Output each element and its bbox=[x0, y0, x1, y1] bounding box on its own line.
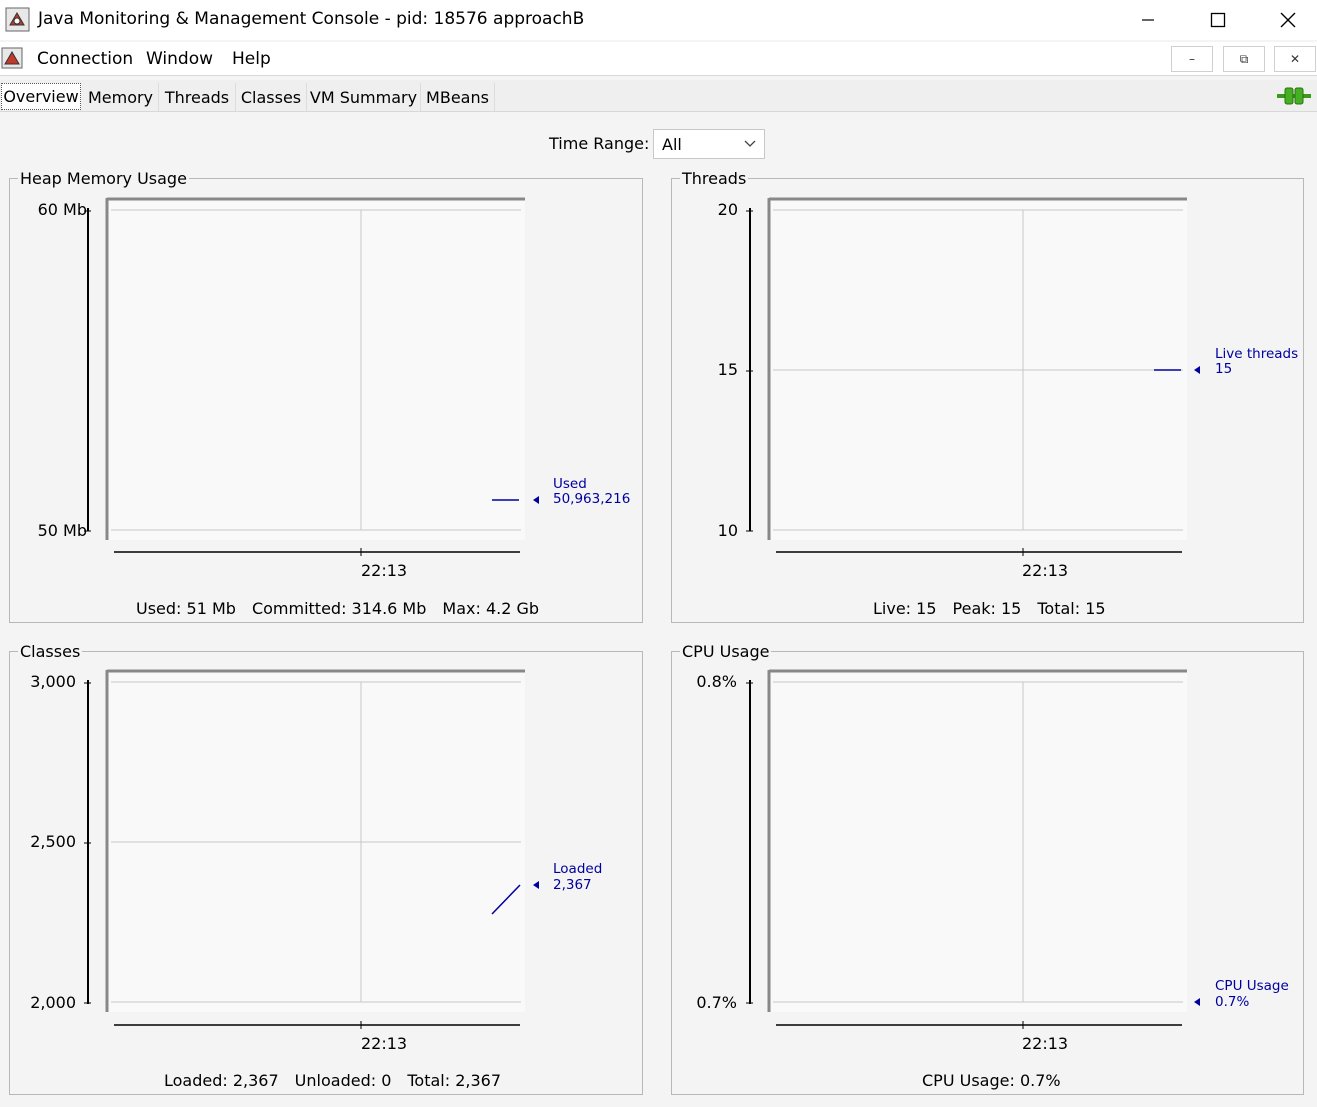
frame-minimize-button[interactable]: – bbox=[1171, 46, 1213, 72]
time-range-label: Time Range: bbox=[549, 134, 650, 153]
legend-series-value: 15 bbox=[1215, 361, 1233, 377]
classes-panel: Classes 3,000 2,500 2,000 22:13 Loaded 2… bbox=[9, 642, 643, 1095]
y-tick-label: 3,000 bbox=[30, 672, 76, 691]
time-range-select[interactable]: All bbox=[653, 129, 765, 159]
plot-area bbox=[769, 198, 1187, 540]
y-tick-label: 2,500 bbox=[30, 832, 76, 851]
y-tick-label: 10 bbox=[717, 521, 738, 540]
threads-summary: Live: 15 Peak: 15 Total: 15 bbox=[873, 599, 1106, 618]
cpu-summary: CPU Usage: 0.7% bbox=[922, 1071, 1061, 1090]
cpu-usage-plot bbox=[746, 669, 1200, 1029]
y-tick-label: 50 Mb bbox=[37, 521, 87, 540]
java-console-app-icon[interactable] bbox=[5, 7, 30, 32]
threads-title: Threads bbox=[680, 169, 749, 188]
summary-live: Live: 15 bbox=[873, 599, 937, 618]
y-tick-label: 20 bbox=[717, 200, 738, 219]
heap-summary: Used: 51 Mb Committed: 314.6 Mb Max: 4.2 G… bbox=[136, 599, 539, 618]
tab-classes[interactable]: Classes bbox=[236, 83, 307, 111]
chevron-down-icon bbox=[744, 140, 756, 147]
tab-memory[interactable]: Memory bbox=[83, 83, 159, 111]
menu-help[interactable]: Help bbox=[232, 49, 271, 69]
summary-used: Used: 51 Mb bbox=[136, 599, 236, 618]
window-minimize-button[interactable] bbox=[1113, 0, 1183, 40]
summary-loaded: Loaded: 2,367 bbox=[164, 1071, 279, 1090]
legend-series-name: Used bbox=[553, 476, 587, 492]
frame-close-button[interactable]: ✕ bbox=[1274, 46, 1316, 72]
summary-peak: Peak: 15 bbox=[952, 599, 1022, 618]
x-tick-label: 22:13 bbox=[361, 561, 408, 580]
legend-series-value: 0.7% bbox=[1215, 994, 1250, 1010]
menu-connection[interactable]: Connection bbox=[37, 49, 134, 69]
maximize-icon bbox=[1210, 12, 1226, 28]
cpu-usage-panel: CPU Usage 0.8% 0.7% 22:13 CPU Usage 0.7%… bbox=[671, 642, 1304, 1095]
y-tick-label: 15 bbox=[717, 360, 738, 379]
close-icon bbox=[1280, 12, 1296, 28]
tab-threads[interactable]: Threads bbox=[159, 83, 236, 111]
summary-unloaded: Unloaded: 0 bbox=[294, 1071, 392, 1090]
legend-series-name: Live threads bbox=[1215, 346, 1299, 362]
frame-restore-button[interactable]: ⧉ bbox=[1223, 46, 1265, 72]
threads-plot bbox=[746, 197, 1200, 556]
summary-total: Total: 15 bbox=[1037, 599, 1106, 618]
tab-vm-summary[interactable]: VM Summary bbox=[307, 83, 421, 111]
internal-frame-icon[interactable] bbox=[1, 46, 23, 70]
window-title: Java Monitoring & Management Console - p… bbox=[38, 9, 585, 29]
plot-area bbox=[107, 670, 525, 1012]
legend-series-value: 2,367 bbox=[553, 877, 592, 893]
legend-marker bbox=[1194, 998, 1200, 1006]
y-tick-label: 2,000 bbox=[30, 993, 76, 1012]
classes-title: Classes bbox=[18, 642, 83, 661]
menu-window[interactable]: Window bbox=[146, 49, 214, 69]
heap-memory-panel: Heap Memory Usage 60 Mb 50 Mb 22:13 Used… bbox=[9, 169, 643, 623]
summary-max: Max: 4.2 Gb bbox=[442, 599, 540, 618]
connection-plug-icon[interactable] bbox=[1277, 85, 1311, 107]
legend-series-name: CPU Usage bbox=[1215, 978, 1289, 994]
y-tick-label: 60 Mb bbox=[37, 200, 87, 219]
minimize-icon bbox=[1142, 19, 1154, 21]
classes-summary: Loaded: 2,367 Unloaded: 0 Total: 2,367 bbox=[164, 1071, 501, 1090]
y-tick-label: 0.7% bbox=[696, 993, 737, 1012]
tab-bar: Overview Memory Threads Classes VM Summa… bbox=[0, 80, 1317, 112]
legend-series-value: 50,963,216 bbox=[553, 491, 631, 507]
classes-plot bbox=[84, 669, 539, 1029]
heap-memory-title: Heap Memory Usage bbox=[18, 169, 189, 188]
heap-memory-plot bbox=[84, 197, 539, 556]
summary-committed: Committed: 314.6 Mb bbox=[251, 599, 427, 618]
tab-mbeans[interactable]: MBeans bbox=[421, 83, 495, 111]
x-tick-label: 22:13 bbox=[1022, 561, 1069, 580]
cpu-usage-title: CPU Usage bbox=[680, 642, 772, 661]
title-bar: Java Monitoring & Management Console - p… bbox=[0, 0, 1317, 40]
summary-cpu-usage: CPU Usage: 0.7% bbox=[922, 1071, 1061, 1090]
legend-series-name: Loaded bbox=[553, 861, 603, 877]
window-maximize-button[interactable] bbox=[1183, 0, 1253, 40]
time-range-value: All bbox=[662, 135, 682, 154]
threads-panel: Threads 20 15 10 22:13 Live threads 15 L… bbox=[671, 169, 1304, 623]
legend-marker bbox=[533, 881, 539, 889]
tab-overview[interactable]: Overview bbox=[1, 83, 81, 110]
legend-marker bbox=[1194, 366, 1200, 374]
legend-marker bbox=[533, 496, 539, 504]
menu-bar: Connection Window Help – ⧉ ✕ bbox=[0, 42, 1317, 76]
x-tick-label: 22:13 bbox=[361, 1034, 408, 1053]
plot-area bbox=[769, 670, 1187, 1012]
plot-area bbox=[107, 198, 525, 540]
y-tick-label: 0.8% bbox=[696, 672, 737, 691]
loaded-series-line bbox=[491, 884, 521, 915]
x-tick-label: 22:13 bbox=[1022, 1034, 1069, 1053]
window-close-button[interactable] bbox=[1253, 0, 1317, 40]
summary-total: Total: 2,367 bbox=[407, 1071, 502, 1090]
